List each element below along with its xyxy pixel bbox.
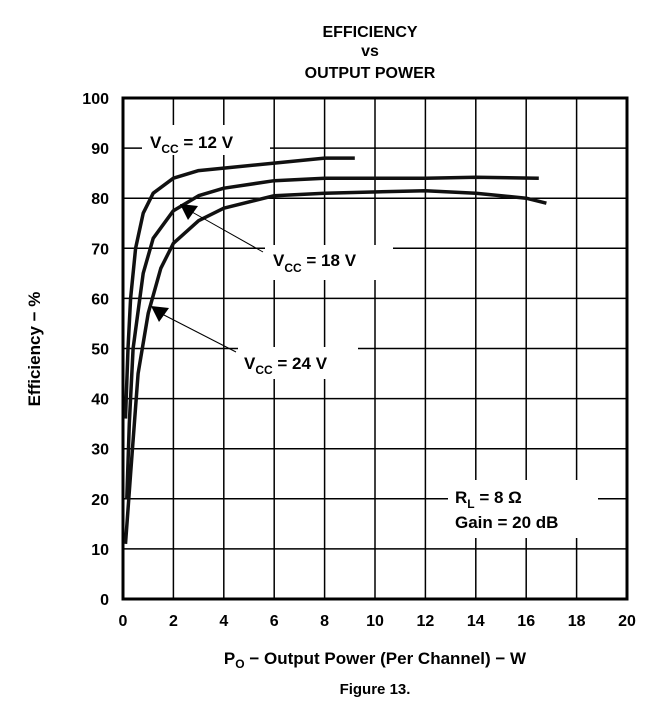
y-axis-label: Efficiency − % xyxy=(25,292,44,407)
y-tick-label: 60 xyxy=(91,291,109,308)
y-tick-label: 50 xyxy=(91,342,109,359)
y-tick-label: 40 xyxy=(91,392,109,409)
chart-title-line-3: OUTPUT POWER xyxy=(305,65,436,82)
y-tick-label: 10 xyxy=(91,542,109,559)
series-label-18v: VCC = 18 V xyxy=(273,251,357,275)
y-tick-label: 70 xyxy=(91,241,109,258)
x-axis-label: PO − Output Power (Per Channel) − W xyxy=(224,649,527,671)
gain-annotation: Gain = 20 dB xyxy=(455,513,558,532)
arrow-24v-line xyxy=(161,313,237,353)
load-resistance-annotation: RL = 8 Ω xyxy=(455,488,522,511)
series-line-0 xyxy=(123,156,355,419)
x-tick-label: 6 xyxy=(270,613,279,630)
series-label-24v: VCC = 24 V xyxy=(244,354,328,377)
series-line-2 xyxy=(123,188,547,545)
x-tick-label: 0 xyxy=(119,613,128,630)
figure-caption: Figure 13. xyxy=(340,681,411,698)
x-tick-label: 12 xyxy=(417,613,435,630)
arrow-18v-line xyxy=(191,211,264,253)
y-tick-label: 80 xyxy=(91,191,109,208)
chart-title-line-2: vs xyxy=(361,43,379,60)
series-line-1 xyxy=(125,175,539,499)
x-tick-label: 8 xyxy=(320,613,329,630)
y-tick-label: 0 xyxy=(100,592,109,609)
series-label-12v: VCC = 12 V xyxy=(150,133,234,156)
x-tick-label: 2 xyxy=(169,613,178,630)
x-tick-label: 16 xyxy=(517,613,535,630)
x-tick-label: 20 xyxy=(618,613,636,630)
x-tick-label: 14 xyxy=(467,613,485,630)
x-tick-label: 10 xyxy=(366,613,384,630)
chart-title-line-1: EFFICIENCY xyxy=(322,24,417,41)
x-tick-label: 18 xyxy=(568,613,586,630)
y-tick-label: 90 xyxy=(91,141,109,158)
y-tick-label: 20 xyxy=(91,492,109,509)
y-tick-label: 100 xyxy=(82,91,109,108)
y-tick-label: 30 xyxy=(91,442,109,459)
plot-frame xyxy=(121,96,629,601)
x-tick-label: 4 xyxy=(219,613,228,630)
arrow-24v-icon xyxy=(151,306,169,322)
arrow-18v-icon xyxy=(180,204,198,220)
